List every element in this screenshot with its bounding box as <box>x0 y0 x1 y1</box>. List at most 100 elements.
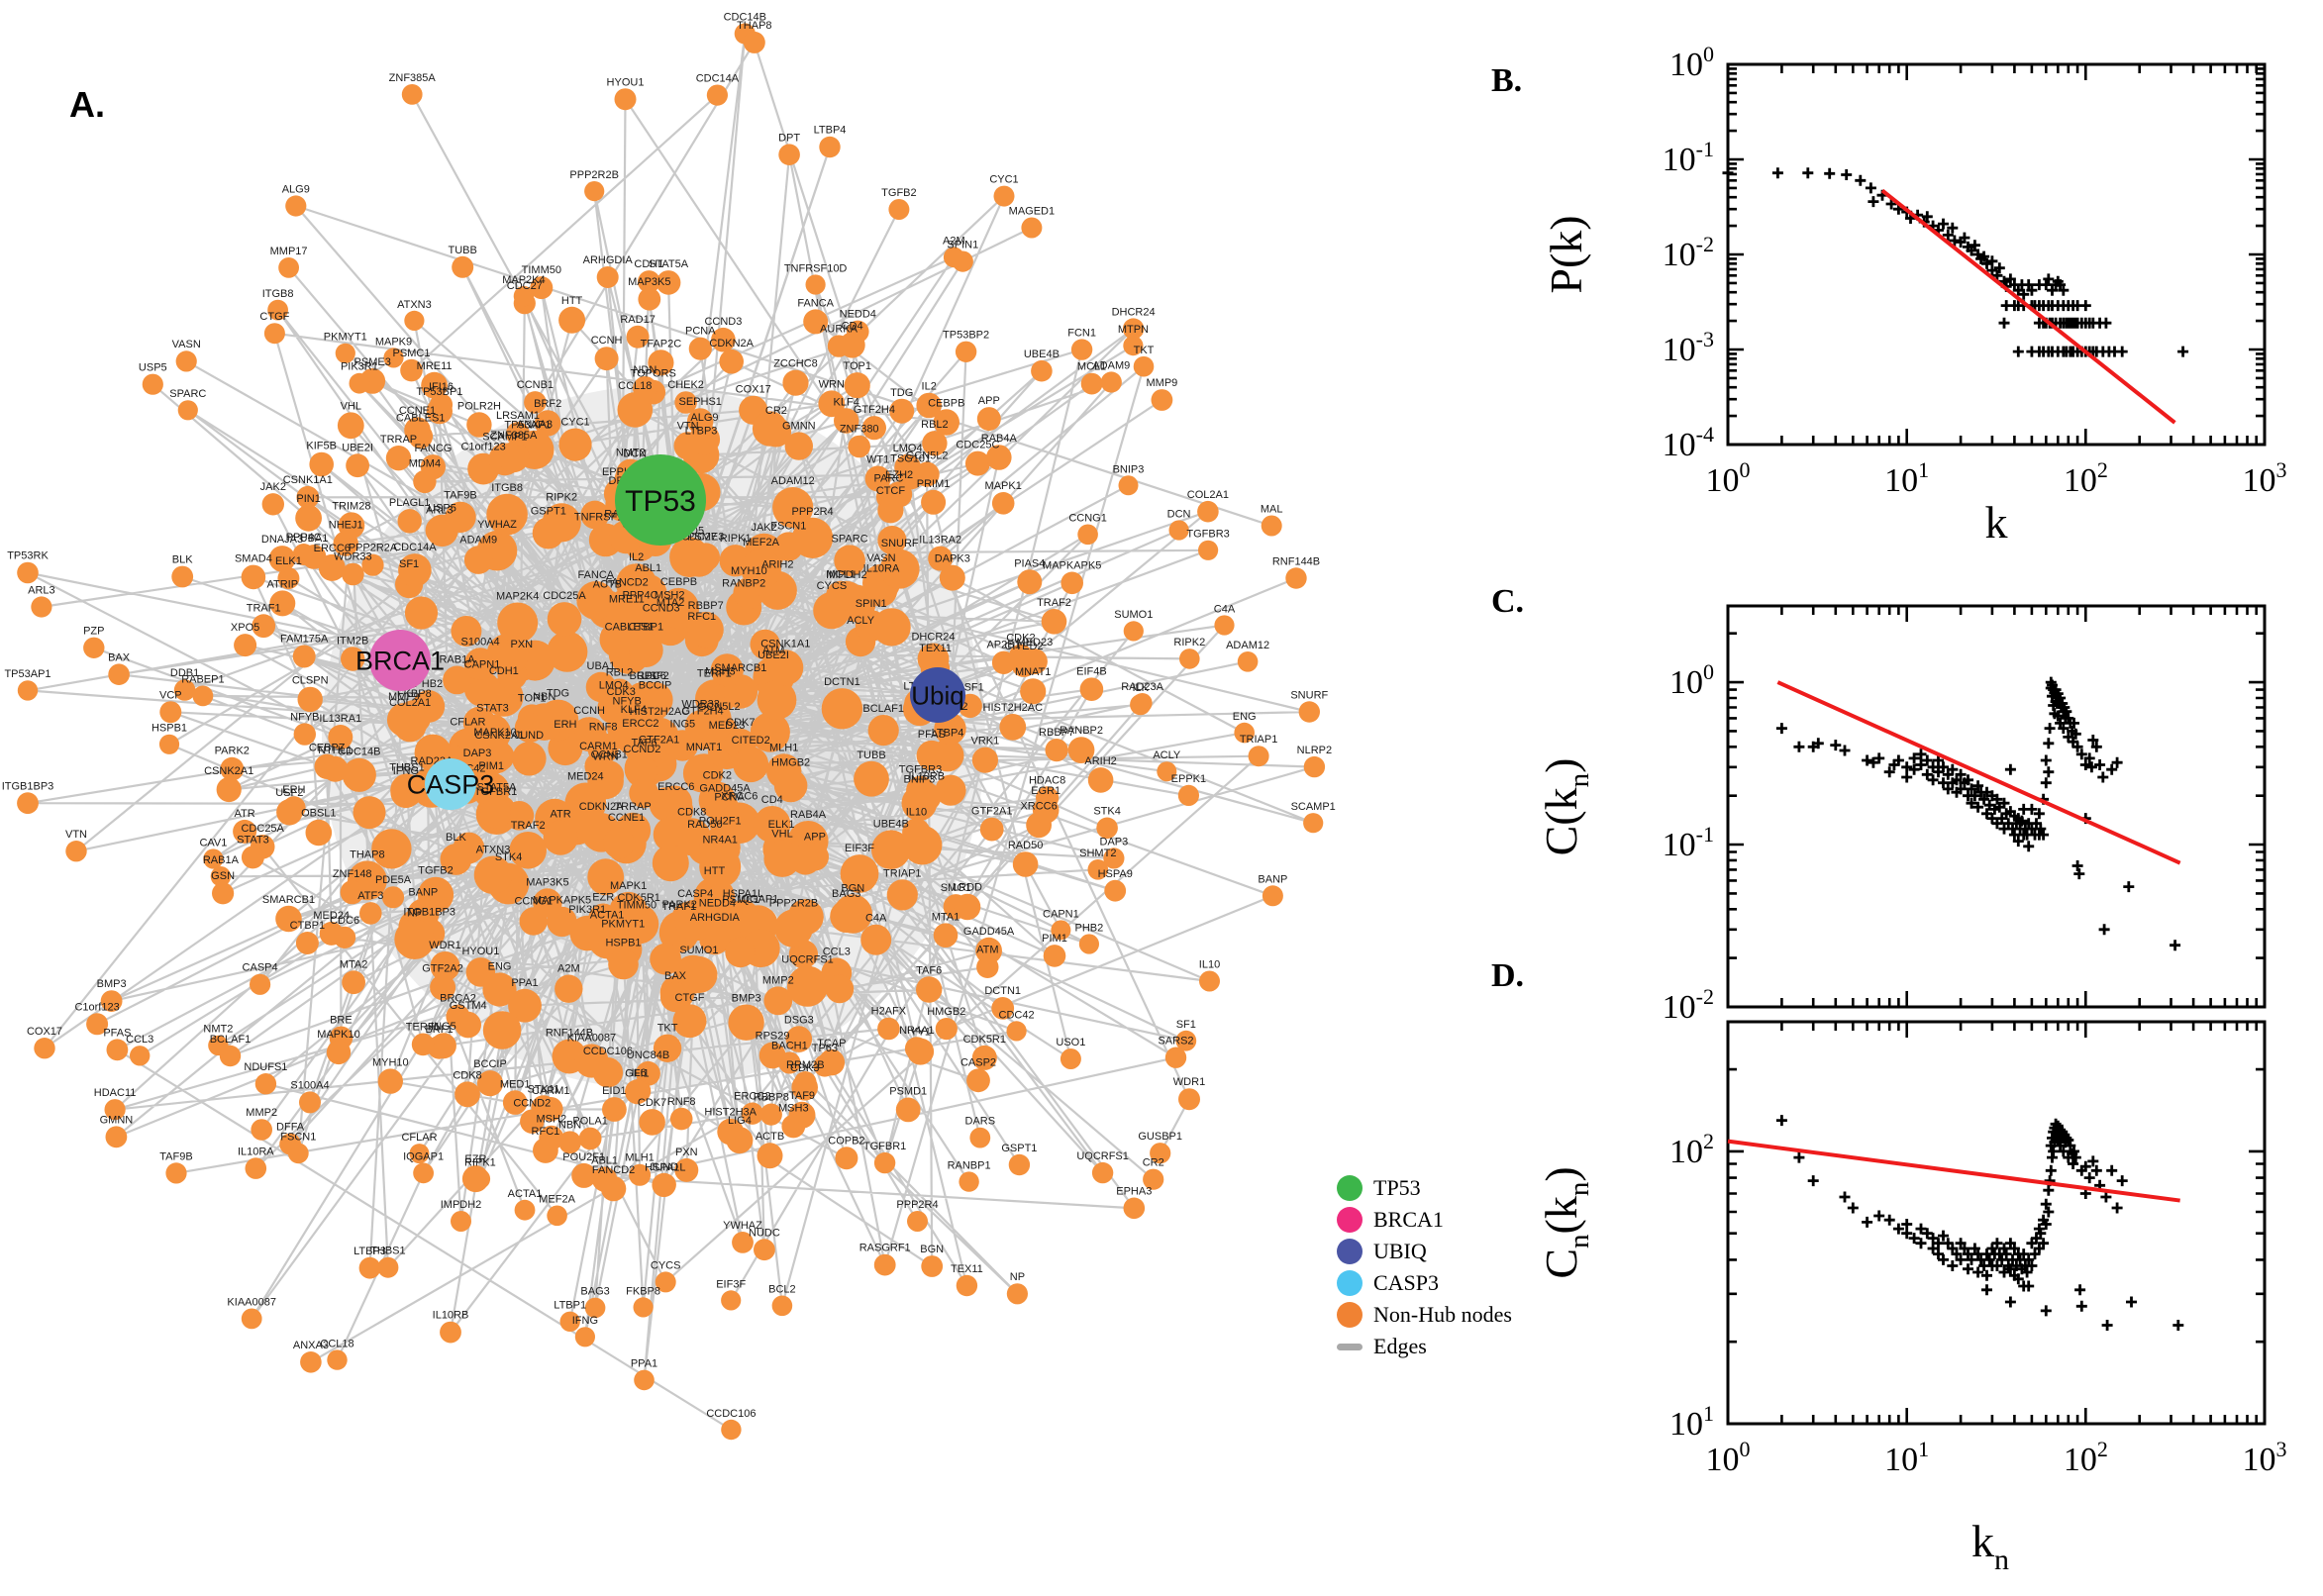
svg-text:VRK1: VRK1 <box>971 736 1000 748</box>
svg-text:TFAP2C: TFAP2C <box>641 338 682 349</box>
svg-text:UBA1: UBA1 <box>300 533 329 545</box>
svg-text:KLF4: KLF4 <box>834 396 859 408</box>
svg-text:MAL: MAL <box>1261 504 1283 516</box>
svg-text:DHCR24: DHCR24 <box>1112 306 1156 318</box>
svg-text:RAB4A: RAB4A <box>981 433 1018 445</box>
svg-text:JAK2: JAK2 <box>751 522 776 534</box>
svg-text:AURKA: AURKA <box>820 323 858 335</box>
svg-text:MYH10: MYH10 <box>731 565 767 577</box>
svg-text:CTBP1: CTBP1 <box>629 621 663 633</box>
svg-text:FKBP8: FKBP8 <box>626 1285 660 1297</box>
svg-text:WDR33: WDR33 <box>681 698 720 710</box>
svg-text:ACTB: ACTB <box>593 578 622 590</box>
svg-text:THAP8: THAP8 <box>737 20 771 32</box>
hub-label-ubiq: Ubiq <box>911 680 963 710</box>
svg-text:MAP3K5: MAP3K5 <box>628 276 670 288</box>
y-tick-label: 100 <box>1669 659 1714 701</box>
svg-text:BAG3: BAG3 <box>832 888 860 900</box>
svg-text:HDAC11: HDAC11 <box>94 1087 137 1099</box>
svg-text:TIMM50: TIMM50 <box>617 899 656 911</box>
svg-text:PIK3R1: PIK3R1 <box>341 361 378 373</box>
svg-text:ANXA3: ANXA3 <box>293 1340 329 1351</box>
svg-text:TUBB: TUBB <box>449 245 477 256</box>
svg-text:APP: APP <box>804 831 826 843</box>
svg-text:TGFBR3: TGFBR3 <box>1186 529 1229 541</box>
svg-text:RAB4A: RAB4A <box>790 809 827 821</box>
svg-text:POU2F1: POU2F1 <box>562 1151 605 1163</box>
svg-text:IL10RA: IL10RA <box>863 563 900 575</box>
svg-text:RANBP2: RANBP2 <box>1060 725 1103 737</box>
svg-text:CCNH: CCNH <box>591 335 623 347</box>
svg-text:A2M: A2M <box>943 235 965 247</box>
svg-text:ABL1: ABL1 <box>591 1155 618 1167</box>
svg-text:AP2B1: AP2B1 <box>986 640 1020 651</box>
svg-text:CARM1: CARM1 <box>532 1085 570 1097</box>
svg-text:MED24: MED24 <box>313 910 350 922</box>
svg-text:ITGB1BP3: ITGB1BP3 <box>403 906 455 918</box>
svg-text:CCL18: CCL18 <box>320 1338 354 1349</box>
svg-text:KIF5B: KIF5B <box>306 441 337 452</box>
svg-text:ATF3: ATF3 <box>357 890 383 902</box>
svg-text:TP53BP1: TP53BP1 <box>416 386 462 398</box>
svg-text:IL2: IL2 <box>629 551 644 563</box>
svg-text:BCCIP: BCCIP <box>473 1058 507 1070</box>
svg-text:LRDD: LRDD <box>953 882 982 894</box>
svg-text:IL10RB: IL10RB <box>433 1310 469 1322</box>
x-tick-label: 101 <box>1884 1437 1929 1478</box>
svg-text:PRIM1: PRIM1 <box>917 478 951 490</box>
svg-text:DAP3: DAP3 <box>463 748 492 759</box>
svg-text:MTA2: MTA2 <box>656 597 685 609</box>
svg-text:CDK3: CDK3 <box>790 1062 819 1074</box>
svg-text:CFLAR: CFLAR <box>450 717 485 729</box>
svg-text:C4A: C4A <box>1214 604 1236 616</box>
scatter-points <box>1722 167 2189 357</box>
legend-label: TP53 <box>1373 1175 1421 1200</box>
svg-text:USF2: USF2 <box>275 787 303 799</box>
svg-text:CCDC106: CCDC106 <box>706 1408 756 1420</box>
svg-text:TIMM50: TIMM50 <box>522 264 561 276</box>
svg-text:WT1: WT1 <box>866 454 889 466</box>
svg-text:DCN: DCN <box>623 449 647 460</box>
panel-a-label: A. <box>69 84 105 125</box>
svg-text:CDC25A: CDC25A <box>241 823 284 835</box>
svg-text:GTF2A1: GTF2A1 <box>639 735 680 747</box>
svg-text:CDC14A: CDC14A <box>393 542 437 553</box>
svg-text:PPP2R2B: PPP2R2B <box>769 897 819 909</box>
legend-item: Edges <box>1337 1331 1512 1362</box>
x-tick-label: 100 <box>1706 457 1751 499</box>
svg-text:ERCC6: ERCC6 <box>657 781 694 793</box>
svg-text:BACH1: BACH1 <box>771 1040 808 1051</box>
svg-text:TNFRSF10D: TNFRSF10D <box>784 262 848 274</box>
svg-text:SPARC: SPARC <box>832 533 868 545</box>
svg-text:JUND: JUND <box>515 730 544 742</box>
svg-text:JUND: JUND <box>650 1161 678 1173</box>
svg-text:DFFA: DFFA <box>276 1122 305 1134</box>
svg-text:TRAF1: TRAF1 <box>661 901 696 913</box>
svg-text:MTPN: MTPN <box>1118 324 1149 336</box>
svg-text:EPHA3: EPHA3 <box>1116 1186 1152 1198</box>
svg-text:CDKN2A: CDKN2A <box>579 801 624 813</box>
svg-text:MAPK10: MAPK10 <box>473 727 516 739</box>
svg-text:CAV1: CAV1 <box>199 837 227 848</box>
x-axis-label: kn <box>1971 1516 2009 1576</box>
svg-text:TUBB: TUBB <box>857 749 885 761</box>
svg-text:SCAMP1: SCAMP1 <box>1291 801 1336 813</box>
svg-text:NFYB: NFYB <box>613 696 642 708</box>
svg-text:CDK7: CDK7 <box>726 717 755 729</box>
svg-text:FSCN1: FSCN1 <box>280 1132 316 1144</box>
svg-text:UBE2I: UBE2I <box>342 442 373 453</box>
svg-text:FANCD2: FANCD2 <box>605 576 648 588</box>
svg-text:TP53AP1: TP53AP1 <box>504 420 551 432</box>
svg-text:RIPK2: RIPK2 <box>1173 637 1205 648</box>
svg-text:CARM1: CARM1 <box>579 741 618 752</box>
svg-text:BAX: BAX <box>664 970 687 982</box>
legend-item: BRCA1 <box>1337 1204 1512 1236</box>
svg-text:HSPB1: HSPB1 <box>152 723 187 735</box>
svg-text:DCTN1: DCTN1 <box>824 676 860 688</box>
svg-text:ADAM12: ADAM12 <box>1226 640 1269 651</box>
svg-text:CASP2: CASP2 <box>960 1056 996 1068</box>
svg-text:GUSBP1: GUSBP1 <box>1138 1131 1182 1143</box>
svg-text:YWHAZ: YWHAZ <box>477 519 517 531</box>
y-axis-label: C(kn) <box>1536 758 1595 856</box>
